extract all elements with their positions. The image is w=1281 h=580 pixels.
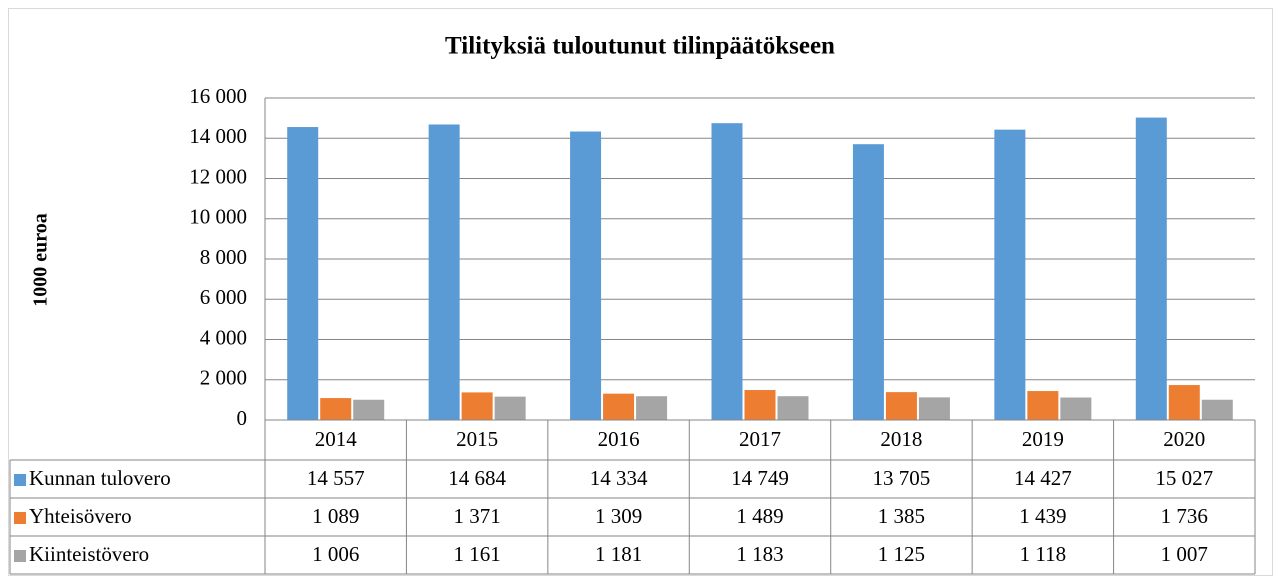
- y-tick-label: 14 000: [189, 124, 247, 148]
- y-tick-label: 2 000: [200, 366, 247, 390]
- table-value: 1 439: [1019, 504, 1066, 528]
- table-value: 1 183: [736, 542, 783, 566]
- x-tick-label: 2016: [598, 427, 640, 451]
- bar: [918, 397, 950, 420]
- legend-label: Yhteisövero: [29, 504, 132, 528]
- table-value: 1 309: [595, 504, 642, 528]
- legend-label: Kunnan tulovero: [29, 466, 171, 490]
- bar: [1168, 385, 1200, 420]
- bar: [461, 392, 493, 420]
- table-value: 1 007: [1161, 542, 1208, 566]
- bar: [994, 129, 1026, 421]
- legend-swatch: [14, 512, 26, 524]
- bar: [744, 390, 776, 420]
- y-tick-label: 6 000: [200, 285, 247, 309]
- y-tick-label: 10 000: [189, 205, 247, 229]
- bar: [852, 144, 884, 420]
- table-value: 1 089: [312, 504, 359, 528]
- table-value: 1 736: [1161, 504, 1208, 528]
- x-tick-label: 2014: [315, 427, 358, 451]
- x-tick-label: 2019: [1022, 427, 1064, 451]
- x-tick-label: 2018: [880, 427, 922, 451]
- chart-border: [8, 8, 1273, 576]
- bar: [1027, 391, 1059, 420]
- x-tick-label: 2017: [739, 427, 781, 451]
- table-value: 14 684: [448, 466, 506, 490]
- bar: [570, 131, 602, 420]
- x-tick-label: 2015: [456, 427, 498, 451]
- bar: [603, 393, 635, 420]
- table-value: 1 006: [312, 542, 359, 566]
- table-value: 14 334: [590, 466, 648, 490]
- table-value: 1 125: [878, 542, 925, 566]
- y-tick-label: 8 000: [200, 245, 247, 269]
- chart-title: Tilityksiä tuloutunut tilinpäätökseen: [445, 33, 835, 60]
- table-value: 1 371: [454, 504, 501, 528]
- legend-label: Kiinteistövero: [29, 542, 149, 566]
- y-tick-label: 16 000: [189, 84, 247, 108]
- table-value: 14 427: [1014, 466, 1072, 490]
- y-axis-label: 1000 euroa: [30, 213, 52, 307]
- bar: [711, 123, 743, 420]
- bar: [494, 396, 526, 420]
- table-value: 1 489: [736, 504, 783, 528]
- table-value: 15 027: [1155, 466, 1213, 490]
- bar: [428, 124, 460, 420]
- table-value: 14 557: [307, 466, 365, 490]
- y-tick-label: 4 000: [200, 325, 247, 349]
- x-tick-label: 2020: [1163, 427, 1205, 451]
- y-tick-label: 0: [237, 406, 248, 430]
- bar: [1201, 399, 1233, 420]
- y-tick-label: 12 000: [189, 164, 247, 188]
- bar: [885, 392, 917, 420]
- bar: [1060, 397, 1092, 420]
- legend-swatch: [14, 550, 26, 562]
- bar: [777, 396, 809, 420]
- table-value: 13 705: [873, 466, 931, 490]
- table-value: 1 385: [878, 504, 925, 528]
- bar: [320, 398, 352, 420]
- bar: [287, 127, 319, 420]
- bar: [353, 399, 385, 420]
- bar: [1135, 117, 1167, 420]
- table-value: 1 181: [595, 542, 642, 566]
- legend-swatch: [14, 474, 26, 486]
- table-value: 1 118: [1020, 542, 1066, 566]
- table-value: 1 161: [454, 542, 501, 566]
- bar: [636, 396, 668, 420]
- table-value: 14 749: [731, 466, 789, 490]
